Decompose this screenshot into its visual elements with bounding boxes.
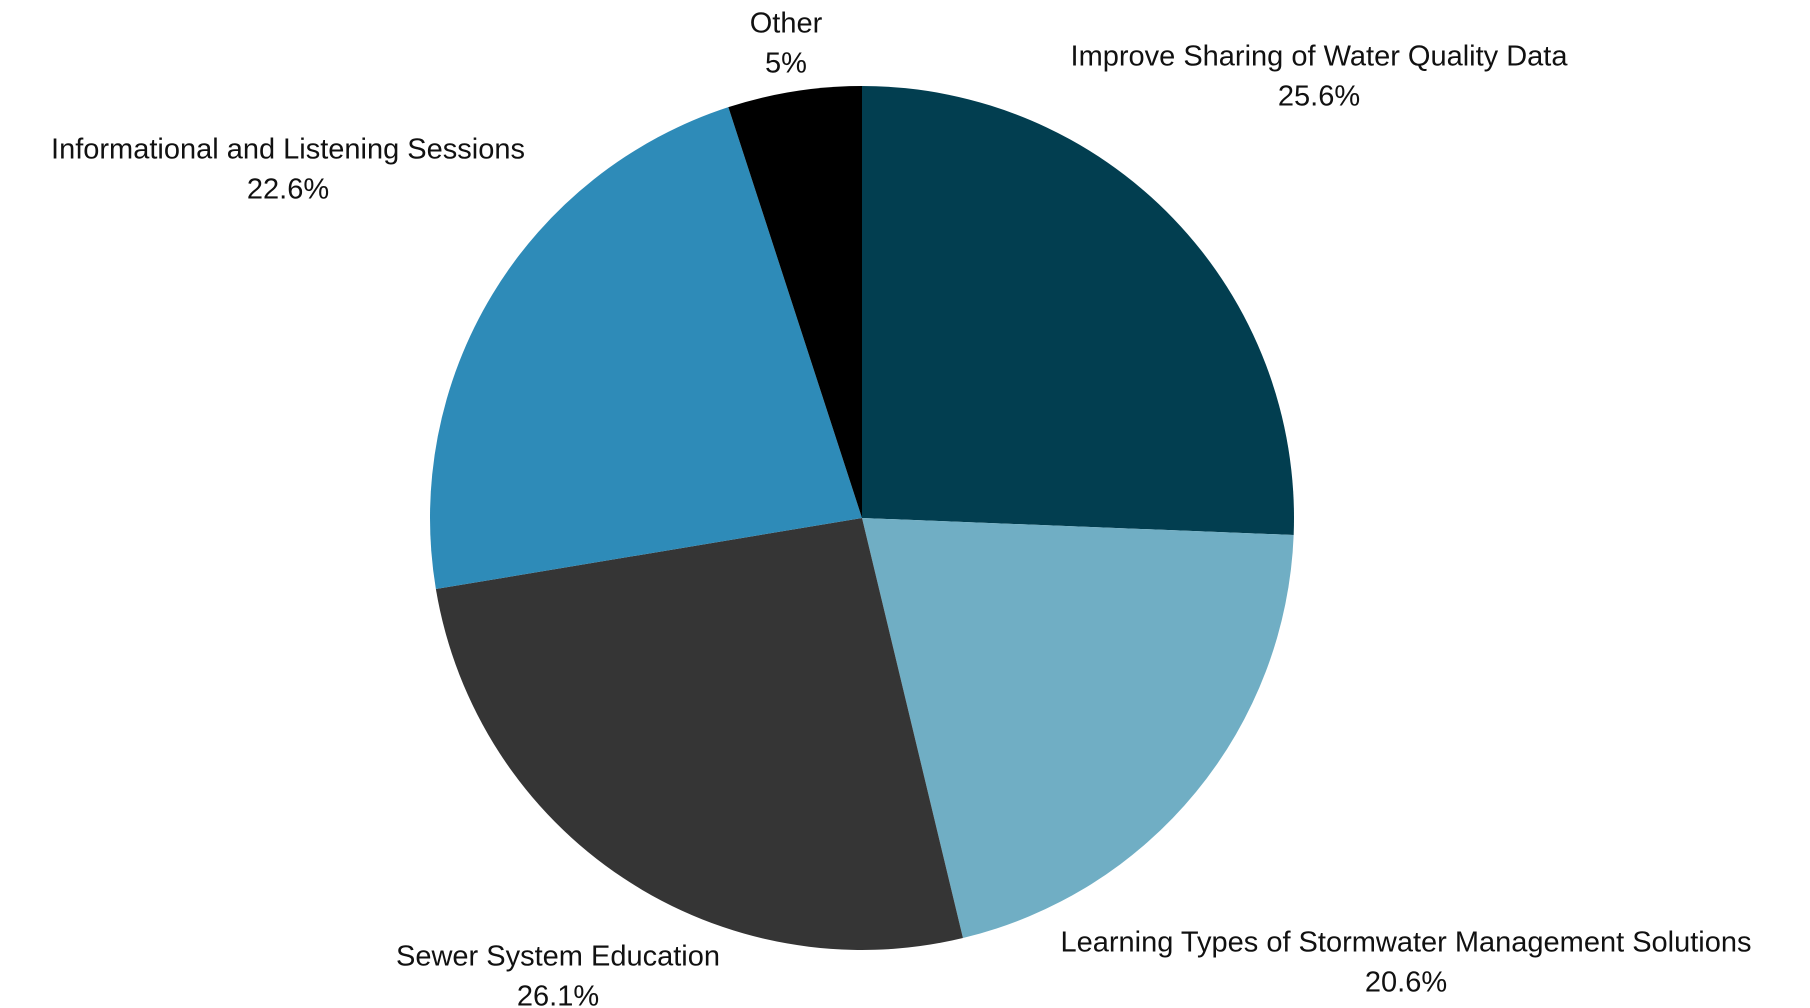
pie-slice (435, 518, 963, 950)
pie-slice (862, 86, 1294, 535)
slice-label: Informational and Listening Sessions (51, 134, 525, 166)
slice-value-label: 5% (765, 48, 807, 80)
slice-value-label: 22.6% (247, 174, 329, 206)
pie-slice (862, 518, 1294, 939)
slice-label: Improve Sharing of Water Quality Data (1071, 41, 1569, 73)
pie-slice (728, 86, 862, 518)
slice-label: Sewer System Education (396, 941, 720, 973)
slice-value-label: 20.6% (1365, 967, 1447, 999)
slice-value-label: 26.1% (517, 981, 599, 1008)
slice-label: Other (750, 8, 823, 40)
slice-value-label: 25.6% (1278, 81, 1360, 113)
slice-label: Learning Types of Stormwater Management … (1060, 927, 1751, 959)
pie-slice (430, 107, 862, 589)
